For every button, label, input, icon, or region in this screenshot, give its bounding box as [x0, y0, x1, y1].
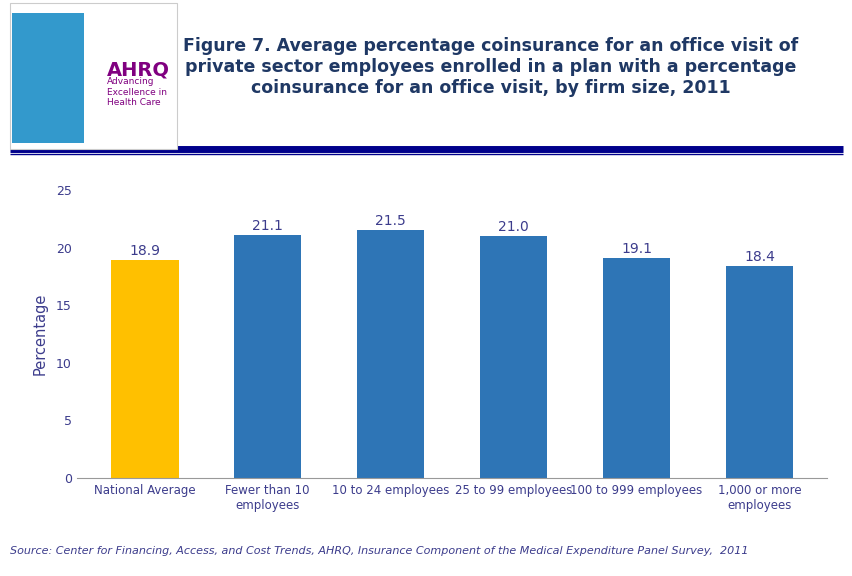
Bar — [479, 236, 547, 478]
Y-axis label: Percentage: Percentage — [32, 293, 48, 376]
Text: Source: Center for Financing, Access, and Cost Trends, AHRQ, Insurance Component: Source: Center for Financing, Access, an… — [10, 546, 748, 556]
Text: 18.4: 18.4 — [743, 250, 774, 264]
Text: AHRQ: AHRQ — [106, 61, 170, 79]
Text: Advancing
Excellence in
Health Care: Advancing Excellence in Health Care — [106, 77, 166, 107]
Bar — [725, 266, 792, 478]
Text: 21.1: 21.1 — [252, 219, 283, 233]
Text: 18.9: 18.9 — [129, 244, 160, 258]
Bar — [233, 235, 301, 478]
Text: 21.5: 21.5 — [375, 214, 406, 228]
Text: 19.1: 19.1 — [620, 242, 651, 256]
Bar — [356, 230, 424, 478]
Bar — [602, 258, 670, 478]
Bar — [111, 260, 178, 478]
Text: Figure 7. Average percentage coinsurance for an office visit of
private sector e: Figure 7. Average percentage coinsurance… — [182, 37, 797, 97]
Text: 21.0: 21.0 — [498, 220, 528, 234]
